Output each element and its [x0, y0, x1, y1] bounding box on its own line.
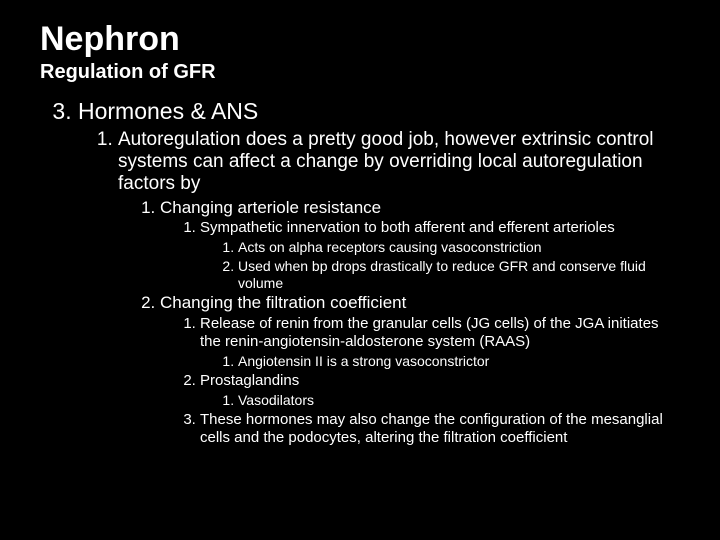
l5-text: Angiotensin II is a strong vasoconstrict… [238, 353, 489, 369]
outline-level-4: Release of renin from the granular cells… [194, 315, 680, 447]
list-item: Release of renin from the granular cells… [200, 315, 680, 370]
l2-text: Autoregulation does a pretty good job, h… [118, 129, 653, 194]
list-item: Changing arteriole resistance Sympatheti… [160, 198, 680, 292]
list-item: These hormones may also change the confi… [200, 411, 680, 447]
l3-text: Changing arteriole resistance [160, 198, 381, 217]
list-item: Hormones & ANS Autoregulation does a pre… [78, 98, 680, 447]
l5-text: Acts on alpha receptors causing vasocons… [238, 239, 542, 255]
l4-text: Prostaglandins [200, 372, 299, 389]
outline-level-1: Hormones & ANS Autoregulation does a pre… [68, 98, 680, 447]
list-item: Angiotensin II is a strong vasoconstrict… [238, 353, 680, 370]
list-item: Prostaglandins Vasodilators [200, 372, 680, 409]
l4-text: Release of renin from the granular cells… [200, 315, 659, 350]
list-item: Acts on alpha receptors causing vasocons… [238, 239, 680, 256]
slide: Nephron Regulation of GFR Hormones & ANS… [0, 0, 720, 471]
list-item: Sympathetic innervation to both afferent… [200, 219, 680, 291]
list-item: Autoregulation does a pretty good job, h… [118, 129, 680, 447]
list-item: Used when bp drops drastically to reduce… [238, 258, 680, 292]
outline-level-2: Autoregulation does a pretty good job, h… [108, 129, 680, 447]
l4-text: Sympathetic innervation to both afferent… [200, 219, 615, 236]
list-item: Vasodilators [238, 392, 680, 409]
outline-level-3: Changing arteriole resistance Sympatheti… [152, 198, 680, 447]
l5-text: Used when bp drops drastically to reduce… [238, 258, 646, 291]
l3-text: Changing the filtration coefficient [160, 293, 406, 312]
l4-text: These hormones may also change the confi… [200, 411, 663, 446]
outline-level-5: Acts on alpha receptors causing vasocons… [232, 239, 680, 291]
outline-level-5: Angiotensin II is a strong vasoconstrict… [232, 353, 680, 370]
outline-level-5: Vasodilators [232, 392, 680, 409]
outline-level-4: Sympathetic innervation to both afferent… [194, 219, 680, 291]
list-item: Changing the filtration coefficient Rele… [160, 293, 680, 446]
slide-subtitle: Regulation of GFR [40, 61, 680, 84]
l1-text: Hormones & ANS [78, 98, 258, 124]
l5-text: Vasodilators [238, 392, 314, 408]
slide-title: Nephron [40, 20, 680, 59]
